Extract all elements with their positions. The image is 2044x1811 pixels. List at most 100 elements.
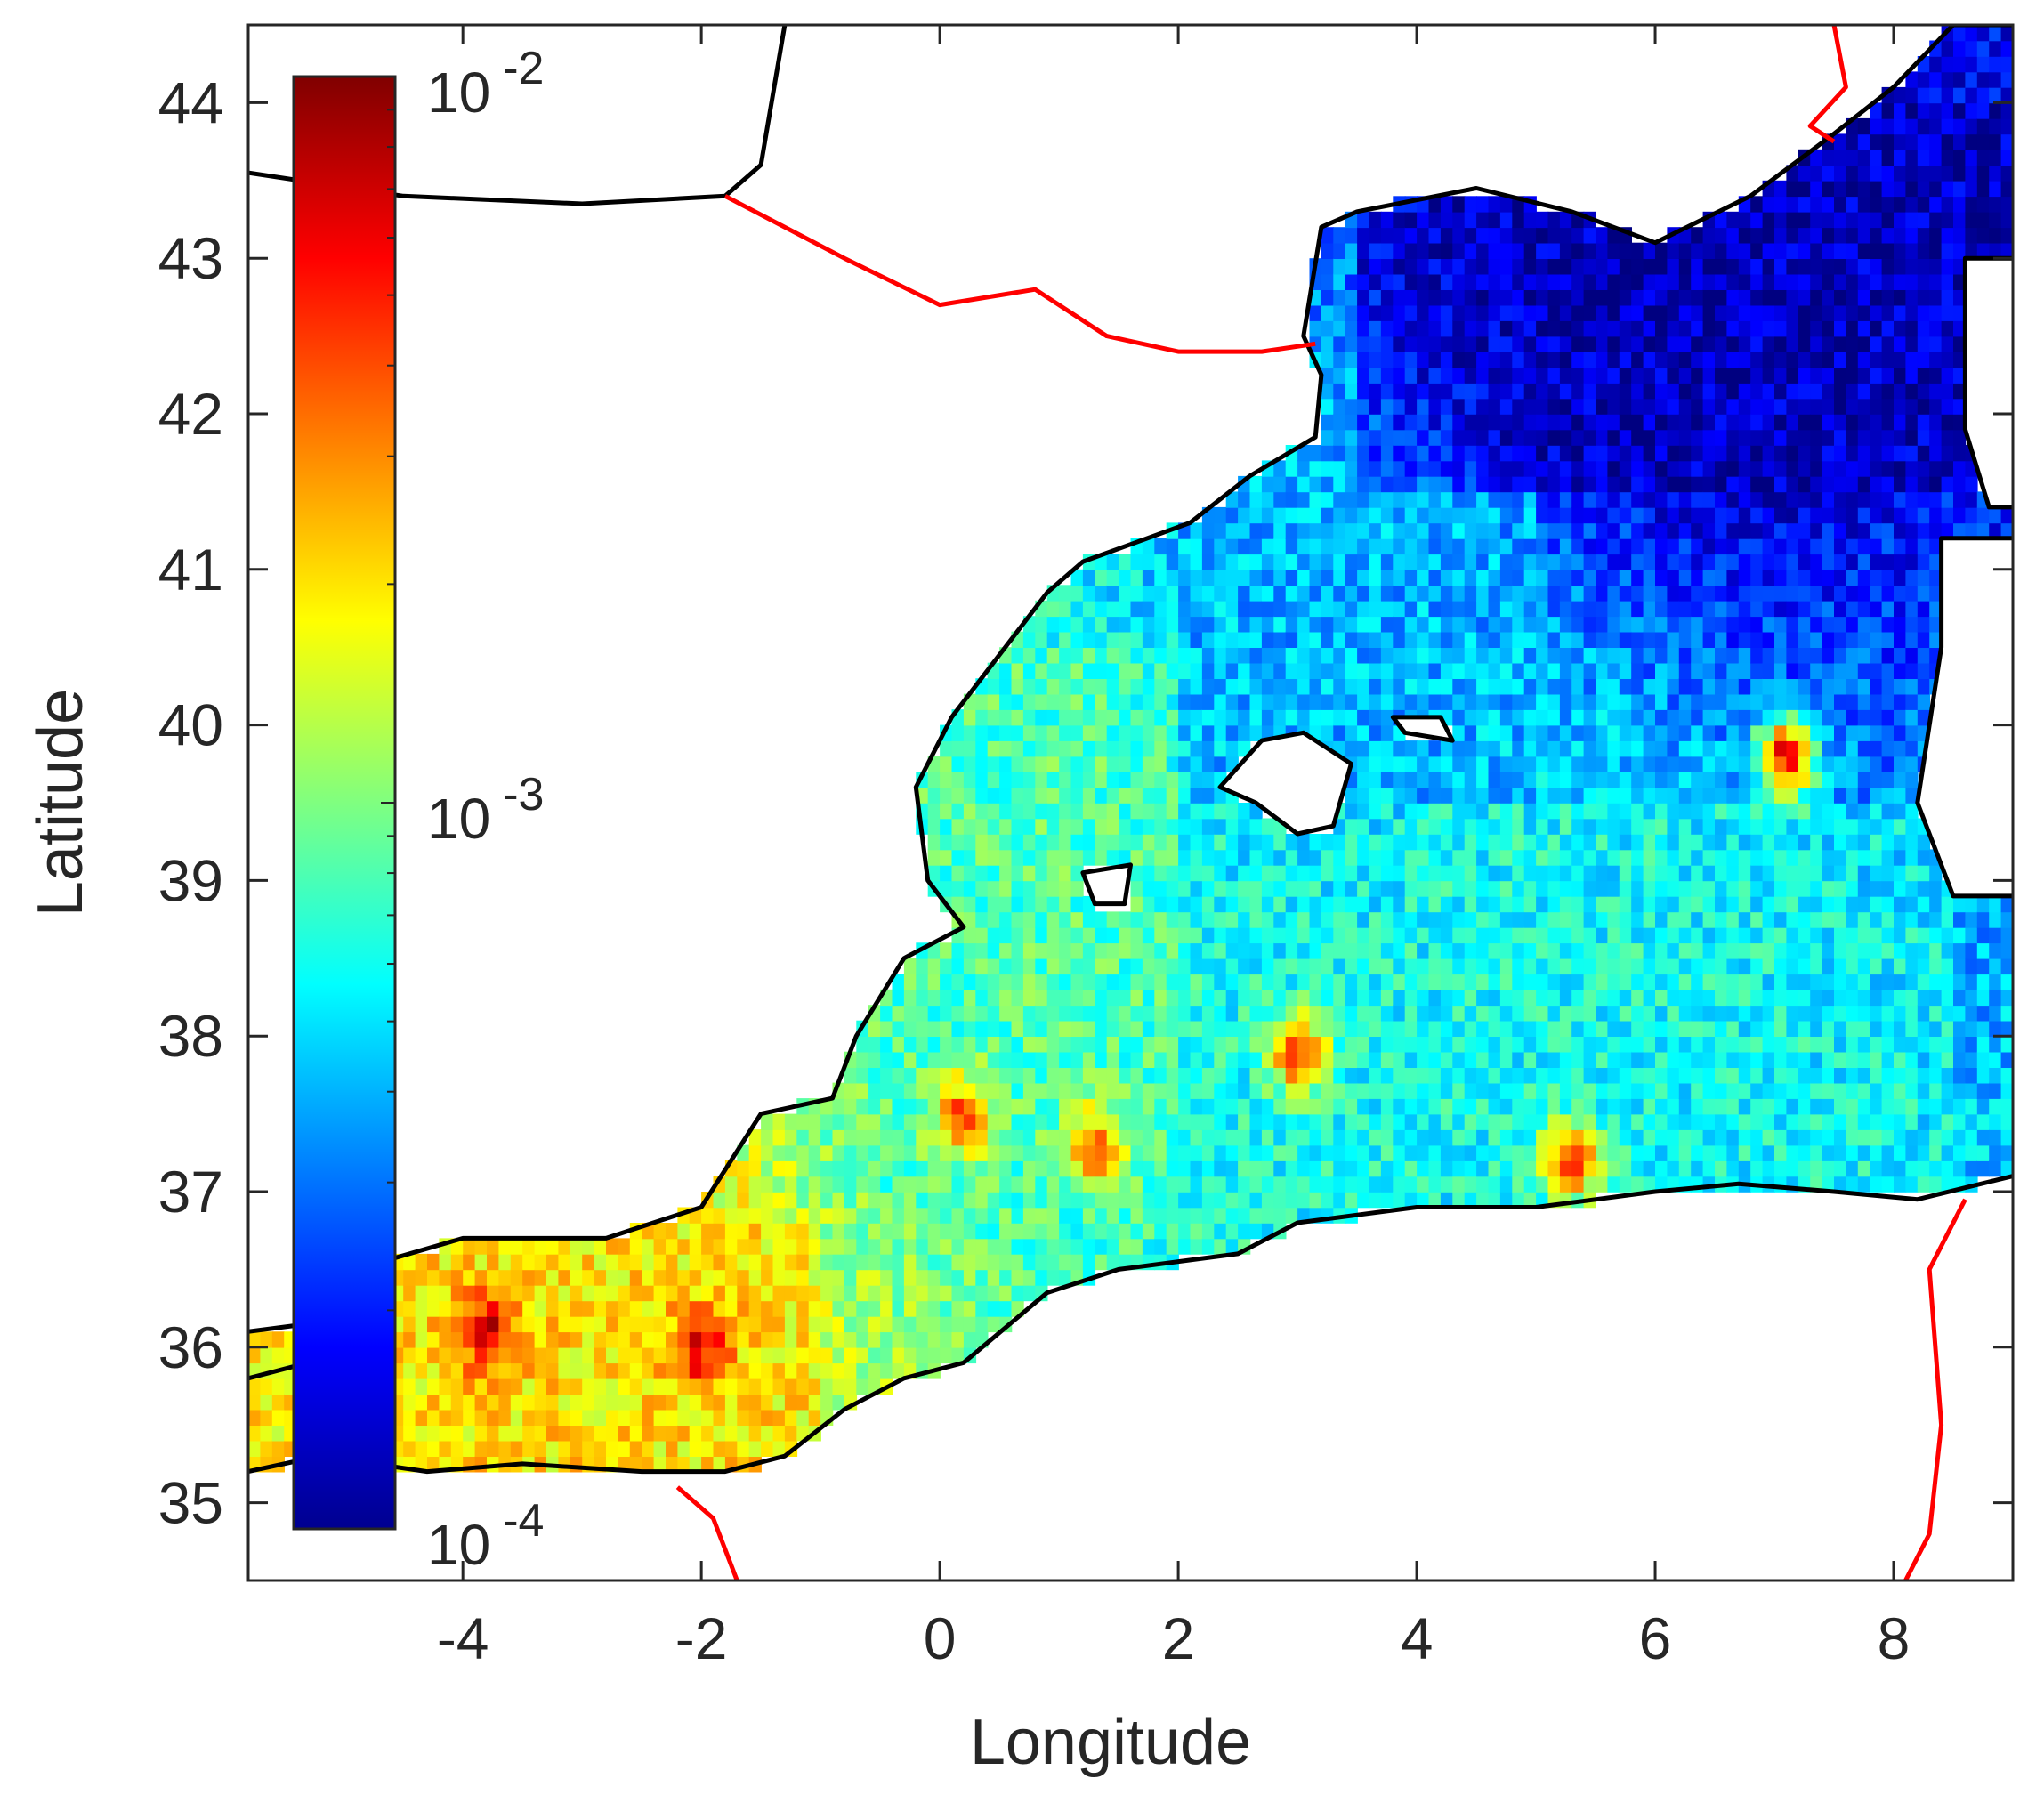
heat-cell <box>1059 585 1072 602</box>
heat-cell <box>1678 1005 1692 1022</box>
heat-cell <box>450 1269 464 1286</box>
heat-cell <box>1786 724 1799 741</box>
heat-cell <box>510 1315 523 1333</box>
heat-cell <box>916 974 929 990</box>
heat-cell <box>1333 1129 1346 1146</box>
heat-cell <box>1214 756 1227 772</box>
heat-cell <box>1119 1144 1132 1161</box>
heat-cell <box>1536 258 1549 275</box>
heat-cell <box>1464 585 1477 602</box>
heat-cell <box>1333 616 1346 633</box>
heat-cell <box>1726 772 1740 788</box>
heat-cell <box>1631 849 1644 866</box>
heat-cell <box>1297 974 1311 990</box>
heat-cell <box>1428 895 1442 913</box>
heat-cell <box>1631 693 1644 710</box>
heat-cell <box>1667 756 1680 772</box>
heat-cell <box>1464 724 1477 741</box>
heat-cell <box>1345 304 1358 321</box>
heat-cell <box>1249 678 1263 695</box>
heat-cell <box>1035 803 1048 820</box>
heat-cell <box>1154 1098 1167 1115</box>
heat-cell <box>1750 600 1764 618</box>
heat-cell <box>1440 460 1454 477</box>
heat-cell <box>1178 724 1192 741</box>
heat-cell <box>1655 1129 1668 1146</box>
heat-cell <box>1547 383 1561 400</box>
heat-cell <box>1011 662 1024 679</box>
heat-cell <box>1619 926 1632 944</box>
heat-cell <box>1154 1207 1167 1224</box>
heat-cell <box>1011 849 1024 866</box>
heat-cell <box>1559 911 1573 928</box>
heat-cell <box>1154 958 1167 975</box>
heat-cell <box>1715 398 1728 415</box>
heat-cell <box>1762 429 1775 446</box>
heat-cell <box>808 1176 821 1193</box>
heat-cell <box>1726 227 1740 244</box>
heat-cell <box>975 1269 989 1286</box>
heat-cell <box>653 1238 667 1255</box>
heat-cell <box>1261 911 1275 928</box>
heat-cell <box>963 1005 977 1022</box>
heat-cell <box>1404 880 1418 897</box>
heat-cell <box>1357 772 1370 788</box>
heat-cell <box>856 1315 869 1333</box>
heat-cell <box>701 1378 715 1395</box>
heat-cell <box>1201 1176 1216 1193</box>
heat-cell <box>415 1346 428 1364</box>
heat-cell <box>1678 926 1692 944</box>
heat-cell <box>748 1440 762 1457</box>
heat-cell <box>1571 1051 1585 1068</box>
heat-cell <box>868 1315 881 1333</box>
heat-cell <box>1691 289 1704 306</box>
heat-cell <box>1667 258 1680 275</box>
heat-cell <box>1726 538 1740 555</box>
heat-cell <box>951 1284 965 1302</box>
heat-cell <box>1380 772 1394 788</box>
heat-cell <box>1571 429 1585 446</box>
heat-cell <box>1345 1036 1358 1053</box>
heat-cell <box>1452 1160 1466 1177</box>
heat-cell <box>1762 864 1775 882</box>
heat-cell <box>1726 1144 1740 1161</box>
heat-cell <box>1154 1176 1167 1193</box>
heat-cell <box>1345 678 1358 695</box>
heat-cell <box>248 1378 262 1395</box>
heat-cell <box>1297 460 1311 477</box>
heat-cell <box>1726 787 1740 804</box>
heat-cell <box>1691 336 1704 352</box>
heat-cell <box>1655 398 1668 415</box>
heat-cell <box>1214 818 1227 835</box>
heat-cell <box>1678 942 1692 959</box>
heat-cell <box>1440 352 1454 368</box>
heat-cell <box>951 1331 965 1348</box>
heat-cell <box>737 1315 750 1333</box>
heat-cell <box>1369 864 1382 882</box>
heat-cell <box>1774 1005 1788 1022</box>
heat-cell <box>1715 849 1728 866</box>
heat-cell <box>1238 491 1251 508</box>
heat-cell <box>1786 662 1799 679</box>
heat-cell <box>1082 1238 1096 1255</box>
heat-cell <box>737 1346 750 1364</box>
heat-cell <box>1631 756 1644 772</box>
heat-cell <box>1499 522 1514 539</box>
heat-cell <box>951 1020 965 1037</box>
heat-cell <box>1321 974 1335 990</box>
heat-cell <box>1261 1020 1275 1037</box>
heat-cell <box>1512 1020 1525 1037</box>
heat-cell <box>1059 1005 1072 1022</box>
heat-cell <box>1214 740 1227 757</box>
heat-cell <box>1738 818 1751 835</box>
heat-cell <box>1798 958 1811 975</box>
heat-cell <box>1238 662 1251 679</box>
heat-cell <box>1559 1005 1573 1022</box>
heat-cell <box>1106 585 1119 602</box>
heat-cell <box>1380 258 1394 275</box>
heat-cell <box>868 1144 881 1161</box>
heat-cell <box>1154 864 1167 882</box>
heat-cell <box>1678 631 1692 648</box>
heat-cell <box>1476 227 1490 244</box>
heat-cell <box>1345 1005 1358 1022</box>
